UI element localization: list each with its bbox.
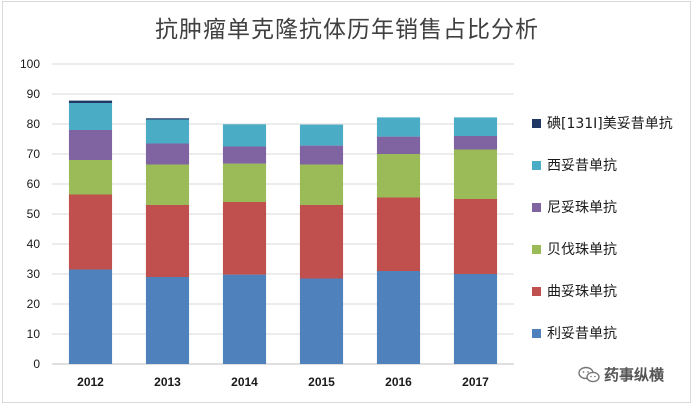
y-tick-label: 70: [27, 147, 41, 161]
x-axis-ticks: 2012 2013 2014 2015 2016 2017: [77, 375, 489, 389]
bar-segment: [68, 130, 113, 160]
bar-segment: [145, 205, 190, 277]
y-tick-label: 60: [27, 177, 41, 191]
y-tick-label: 20: [27, 297, 41, 311]
y-tick-label: 80: [27, 117, 41, 131]
bar-segment: [453, 149, 498, 199]
bar-segment: [145, 277, 190, 364]
legend-label: 贝伐珠单抗: [547, 242, 617, 258]
y-tick-label: 50: [27, 207, 41, 221]
x-tick-label: 2017: [462, 375, 489, 389]
bar-segment: [68, 194, 113, 270]
wechat-icon: [578, 366, 600, 382]
legend-label: 西妥昔单抗: [547, 158, 617, 174]
legend-swatch: [532, 287, 541, 296]
bar-segment: [145, 118, 190, 120]
bar-segment: [222, 202, 267, 275]
bar-segment: [68, 160, 113, 195]
x-tick-label: 2016: [385, 375, 412, 389]
bar-segment: [453, 117, 498, 136]
bar-segment: [145, 164, 190, 205]
bar-segment: [376, 136, 421, 154]
legend-swatch: [532, 329, 541, 338]
bar-segment: [453, 274, 498, 364]
bars: [68, 100, 498, 364]
y-axis-ticks: 0 10 20 30 40 50 60 70 80 90 100: [20, 57, 40, 371]
watermark-text: 药事纵横: [604, 366, 665, 384]
bar-segment: [376, 197, 421, 271]
bar-segment: [453, 199, 498, 274]
legend-swatch: [532, 245, 541, 254]
legend-swatch: [532, 119, 541, 128]
x-tick-label: 2015: [308, 375, 335, 389]
bar-segment: [145, 143, 190, 165]
x-tick-label: 2013: [154, 375, 181, 389]
bar-segment: [222, 146, 267, 164]
x-tick-label: 2012: [77, 375, 104, 389]
bar-segment: [299, 145, 344, 165]
legend-swatch: [532, 203, 541, 212]
bar-segment: [299, 124, 344, 146]
y-tick-label: 40: [27, 237, 41, 251]
bar-segment: [68, 100, 113, 103]
y-tick-label: 30: [27, 267, 41, 281]
y-tick-label: 100: [20, 57, 40, 71]
bar-segment: [68, 269, 113, 364]
watermark: 药事纵横: [578, 364, 664, 385]
bar-segment: [376, 117, 421, 137]
legend-label: 碘[131I]美妥昔单抗: [547, 116, 673, 132]
bar-segment: [376, 271, 421, 364]
bar-segment: [376, 154, 421, 198]
legend-swatch: [532, 161, 541, 170]
x-tick-label: 2014: [231, 375, 258, 389]
bar-segment: [299, 278, 344, 364]
grid-lines: [52, 63, 514, 365]
legend-label: 利妥昔单抗: [547, 326, 617, 342]
bar-segment: [222, 274, 267, 364]
legend-label: 尼妥珠单抗: [547, 200, 617, 216]
bar-segment: [68, 103, 113, 130]
bar-segment: [222, 124, 267, 147]
bar-segment: [145, 119, 190, 144]
bar-segment: [299, 205, 344, 279]
y-tick-label: 90: [27, 87, 41, 101]
bar-segment: [299, 164, 344, 205]
y-tick-label: 10: [27, 327, 41, 341]
bar-segment: [453, 136, 498, 150]
legend-label: 曲妥珠单抗: [547, 284, 617, 300]
y-tick-label: 0: [33, 357, 40, 371]
chart-title: 抗肿瘤单克隆抗体历年销售占比分析: [155, 17, 539, 43]
bar-segment: [222, 163, 267, 202]
